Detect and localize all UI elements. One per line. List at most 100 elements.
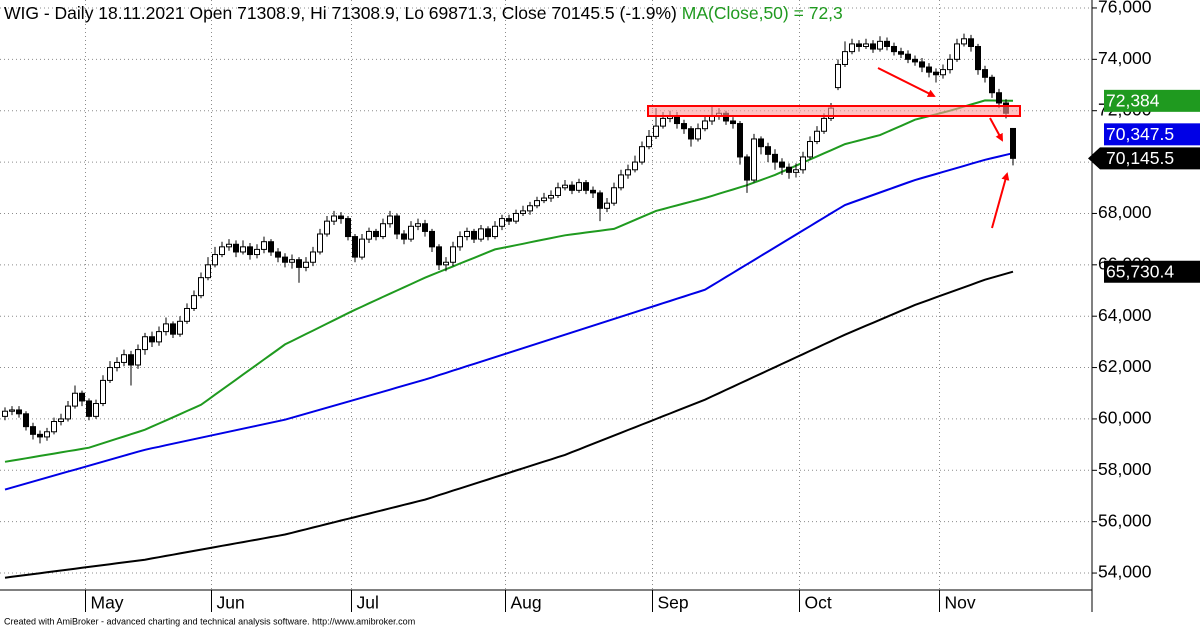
candle-body <box>793 169 799 173</box>
x-tick-label: Jul <box>357 593 379 613</box>
candle-body <box>226 243 232 248</box>
candle-body <box>324 220 330 235</box>
candle-body <box>72 392 78 407</box>
candle-body <box>240 246 246 253</box>
candle-body <box>632 161 638 171</box>
candle-body <box>415 223 421 227</box>
candle-body <box>450 246 456 263</box>
chart-title: WIG - Daily 18.11.2021 Open 71308.9, Hi … <box>4 3 677 23</box>
candle-body <box>429 230 435 248</box>
candle-body <box>401 233 407 240</box>
candle-body <box>856 43 862 47</box>
candle-body <box>688 128 694 140</box>
candle-body <box>485 228 491 238</box>
candle-body <box>121 354 127 363</box>
candle-body <box>702 120 708 130</box>
candle-body <box>128 354 134 366</box>
x-tick-label: May <box>91 593 124 613</box>
candle-body <box>135 349 141 366</box>
candle-body <box>156 331 162 343</box>
candle-body <box>653 125 659 137</box>
candle-body <box>590 189 596 194</box>
candle-body <box>765 146 771 155</box>
candle-body <box>443 261 449 266</box>
candle-body <box>205 264 211 279</box>
candle-body <box>212 254 218 266</box>
candle-body <box>618 174 624 189</box>
candle-body <box>492 225 498 238</box>
ma-line <box>4 270 1014 579</box>
candle-body <box>177 320 183 335</box>
candle-body <box>961 38 967 45</box>
header: WIG - Daily 18.11.2021 Open 71308.9, Hi … <box>4 3 843 23</box>
candle-body <box>639 146 645 163</box>
candle-body <box>513 212 519 222</box>
price-label-box <box>1104 89 1200 112</box>
y-tick-label: 76,000 <box>1098 0 1152 17</box>
candle-body <box>982 69 988 78</box>
x-tick-label: Oct <box>805 593 832 613</box>
candle-body <box>247 246 253 256</box>
candle-body <box>436 246 442 266</box>
ma-line <box>4 99 1014 463</box>
candle-body <box>359 238 365 258</box>
candle-body <box>730 120 736 125</box>
candle-body <box>23 413 29 428</box>
candle-body <box>191 295 197 309</box>
candle-body <box>268 241 274 253</box>
candle-body <box>562 184 568 189</box>
candle-body <box>772 153 778 163</box>
candle-body <box>184 307 190 322</box>
candle-body <box>989 76 995 94</box>
candle-body <box>296 259 302 268</box>
candle-body <box>100 379 106 405</box>
candle-body <box>30 426 36 435</box>
x-tick-label: Nov <box>945 593 976 613</box>
candle-body <box>338 215 344 220</box>
candle-body <box>198 277 204 297</box>
candle-body <box>79 392 85 402</box>
price-label: 70,347.5 <box>1106 124 1174 144</box>
candle-body <box>422 223 428 232</box>
candle-body <box>905 53 911 60</box>
candle-body <box>625 169 631 176</box>
candle-body <box>800 156 806 171</box>
price-label: 72,384 <box>1106 90 1160 110</box>
y-tick-label: 62,000 <box>1098 356 1152 376</box>
candle-body <box>919 61 925 68</box>
candle-body <box>996 92 1002 104</box>
candle-body <box>884 40 890 47</box>
candle-body <box>786 166 792 173</box>
candle-body <box>947 58 953 71</box>
candle-body <box>345 218 351 238</box>
candle-body <box>695 128 701 140</box>
candle-body <box>646 135 652 148</box>
candle-body <box>527 205 533 212</box>
y-tick-label: 60,000 <box>1098 408 1152 428</box>
price-label-box <box>1088 147 1200 170</box>
candle-body <box>65 405 71 420</box>
y-tick-label: 74,000 <box>1098 48 1152 68</box>
candle-body <box>86 400 92 417</box>
candle-body <box>303 261 309 268</box>
candle-body <box>233 243 239 253</box>
candle-body <box>2 410 8 417</box>
candle-body <box>604 202 610 209</box>
candle-body <box>744 156 750 181</box>
candle-body <box>37 433 43 438</box>
annotation-arrow <box>991 172 1010 229</box>
candle-body <box>499 218 505 227</box>
candle-body <box>583 182 589 191</box>
x-tick-label: Aug <box>511 593 542 613</box>
candle-body <box>380 223 386 238</box>
candle-body <box>912 58 918 63</box>
price-label: 70,145.5 <box>1106 148 1174 168</box>
candle-body <box>51 421 57 433</box>
candle-body <box>282 256 288 263</box>
candle-body <box>569 184 575 191</box>
candle-body <box>751 138 757 181</box>
candle-body <box>555 187 561 196</box>
footer: Created with AmiBroker - advanced charti… <box>4 616 415 626</box>
candle-body <box>842 51 848 65</box>
candle-body <box>170 323 176 335</box>
